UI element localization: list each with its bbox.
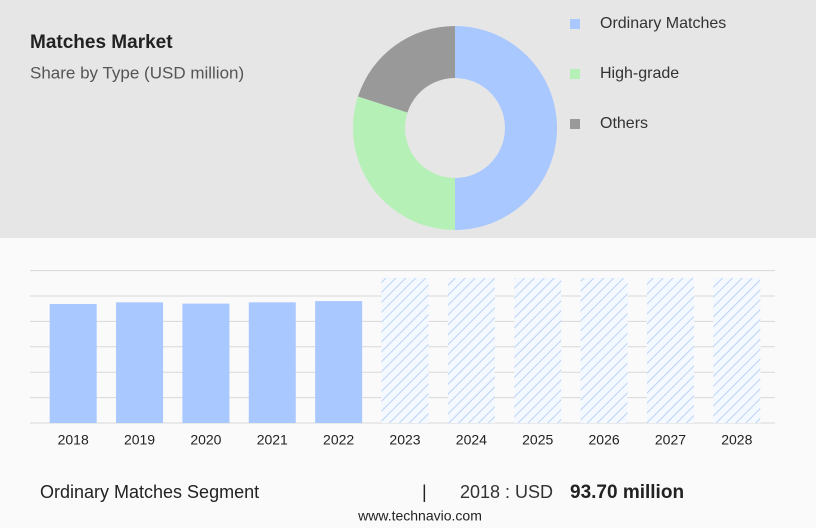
bar — [116, 302, 164, 423]
x-tick-label: 2026 — [589, 432, 620, 448]
chart-title: Matches Market — [30, 32, 173, 53]
bar — [248, 302, 296, 423]
x-tick-label: 2019 — [124, 432, 155, 448]
pie-slice — [455, 26, 557, 230]
legend-marker — [570, 19, 580, 29]
legend-label: Ordinary Matches — [600, 15, 726, 32]
footer-separator: | — [422, 482, 427, 502]
x-tick-label: 2024 — [456, 432, 487, 448]
legend-marker — [570, 119, 580, 129]
x-tick-label: 2020 — [190, 432, 221, 448]
forecast-placeholder — [381, 278, 429, 423]
x-tick-label: 2018 — [58, 432, 89, 448]
forecast-placeholder — [447, 278, 495, 423]
footer-year: 2018 : USD — [460, 482, 553, 502]
x-tick-label: 2022 — [323, 432, 354, 448]
pie-slice — [353, 96, 455, 230]
legend-marker — [570, 69, 580, 79]
forecast-placeholder — [580, 278, 628, 423]
x-tick-label: 2025 — [522, 432, 553, 448]
footer-value: 93.70 million — [570, 482, 684, 503]
pie-slice — [357, 26, 455, 113]
bar — [182, 303, 230, 423]
bar — [315, 301, 363, 423]
legend-label: Others — [600, 115, 648, 132]
footer-segment: Ordinary Matches Segment — [40, 482, 259, 502]
footer-source: www.technavio.com — [357, 508, 482, 524]
forecast-placeholder — [514, 278, 562, 423]
x-tick-label: 2021 — [257, 432, 288, 448]
x-tick-label: 2028 — [721, 432, 752, 448]
bar — [49, 304, 97, 423]
x-tick-label: 2027 — [655, 432, 686, 448]
forecast-placeholder — [646, 278, 694, 423]
forecast-placeholder — [713, 278, 761, 423]
legend-label: High-grade — [600, 65, 679, 82]
chart-subtitle: Share by Type (USD million) — [30, 63, 244, 82]
x-tick-label: 2023 — [389, 432, 420, 448]
